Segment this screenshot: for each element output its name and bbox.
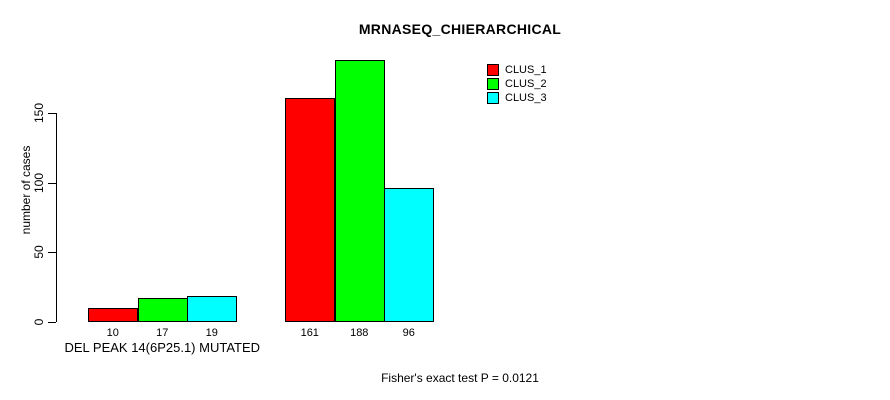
legend-item-clus_2: CLUS_2 [487, 77, 547, 91]
y-tick-label: 150 [32, 102, 46, 124]
y-tick-label: 100 [32, 172, 46, 194]
bar-value-label: 19 [205, 327, 218, 339]
legend-color-swatch [487, 64, 499, 76]
bar-clus_3 [384, 188, 434, 322]
y-tick-label: 50 [32, 245, 46, 259]
legend-item-clus_3: CLUS_3 [487, 91, 547, 105]
legend-color-swatch [487, 78, 499, 90]
y-tick-mark [48, 252, 56, 253]
bar-value-label: 17 [156, 327, 169, 339]
legend-color-swatch [487, 92, 499, 104]
statistical-test-annotation: Fisher's exact test P = 0.0121 [381, 371, 539, 385]
y-tick-mark [48, 183, 56, 184]
y-axis-line [56, 113, 57, 322]
bar-value-label: 96 [402, 327, 415, 339]
y-tick-mark [48, 322, 56, 323]
bar-clus_2 [334, 60, 385, 322]
bar-value-label: 10 [106, 327, 119, 339]
y-axis-title: number of cases [19, 145, 33, 235]
bar-clus_1 [285, 98, 335, 322]
y-tick-mark [48, 113, 56, 114]
legend-label: CLUS_3 [505, 92, 547, 104]
legend-item-clus_1: CLUS_1 [487, 63, 547, 77]
legend: CLUS_1 CLUS_2 CLUS_3 [487, 63, 547, 105]
legend-label: CLUS_2 [505, 78, 547, 90]
legend-label: CLUS_1 [505, 64, 547, 76]
chart-title: MRNASEQ_CHIERARCHICAL [358, 21, 562, 37]
group-label: DEL PEAK 14(6P25.1) MUTATED [64, 340, 261, 355]
bar-value-label: 161 [300, 327, 319, 339]
bar-clus_2 [137, 298, 188, 322]
bar-clus_1 [88, 308, 138, 322]
bar-value-label: 188 [350, 327, 369, 339]
bar-clus_3 [187, 296, 237, 322]
y-tick-label: 0 [32, 318, 46, 326]
